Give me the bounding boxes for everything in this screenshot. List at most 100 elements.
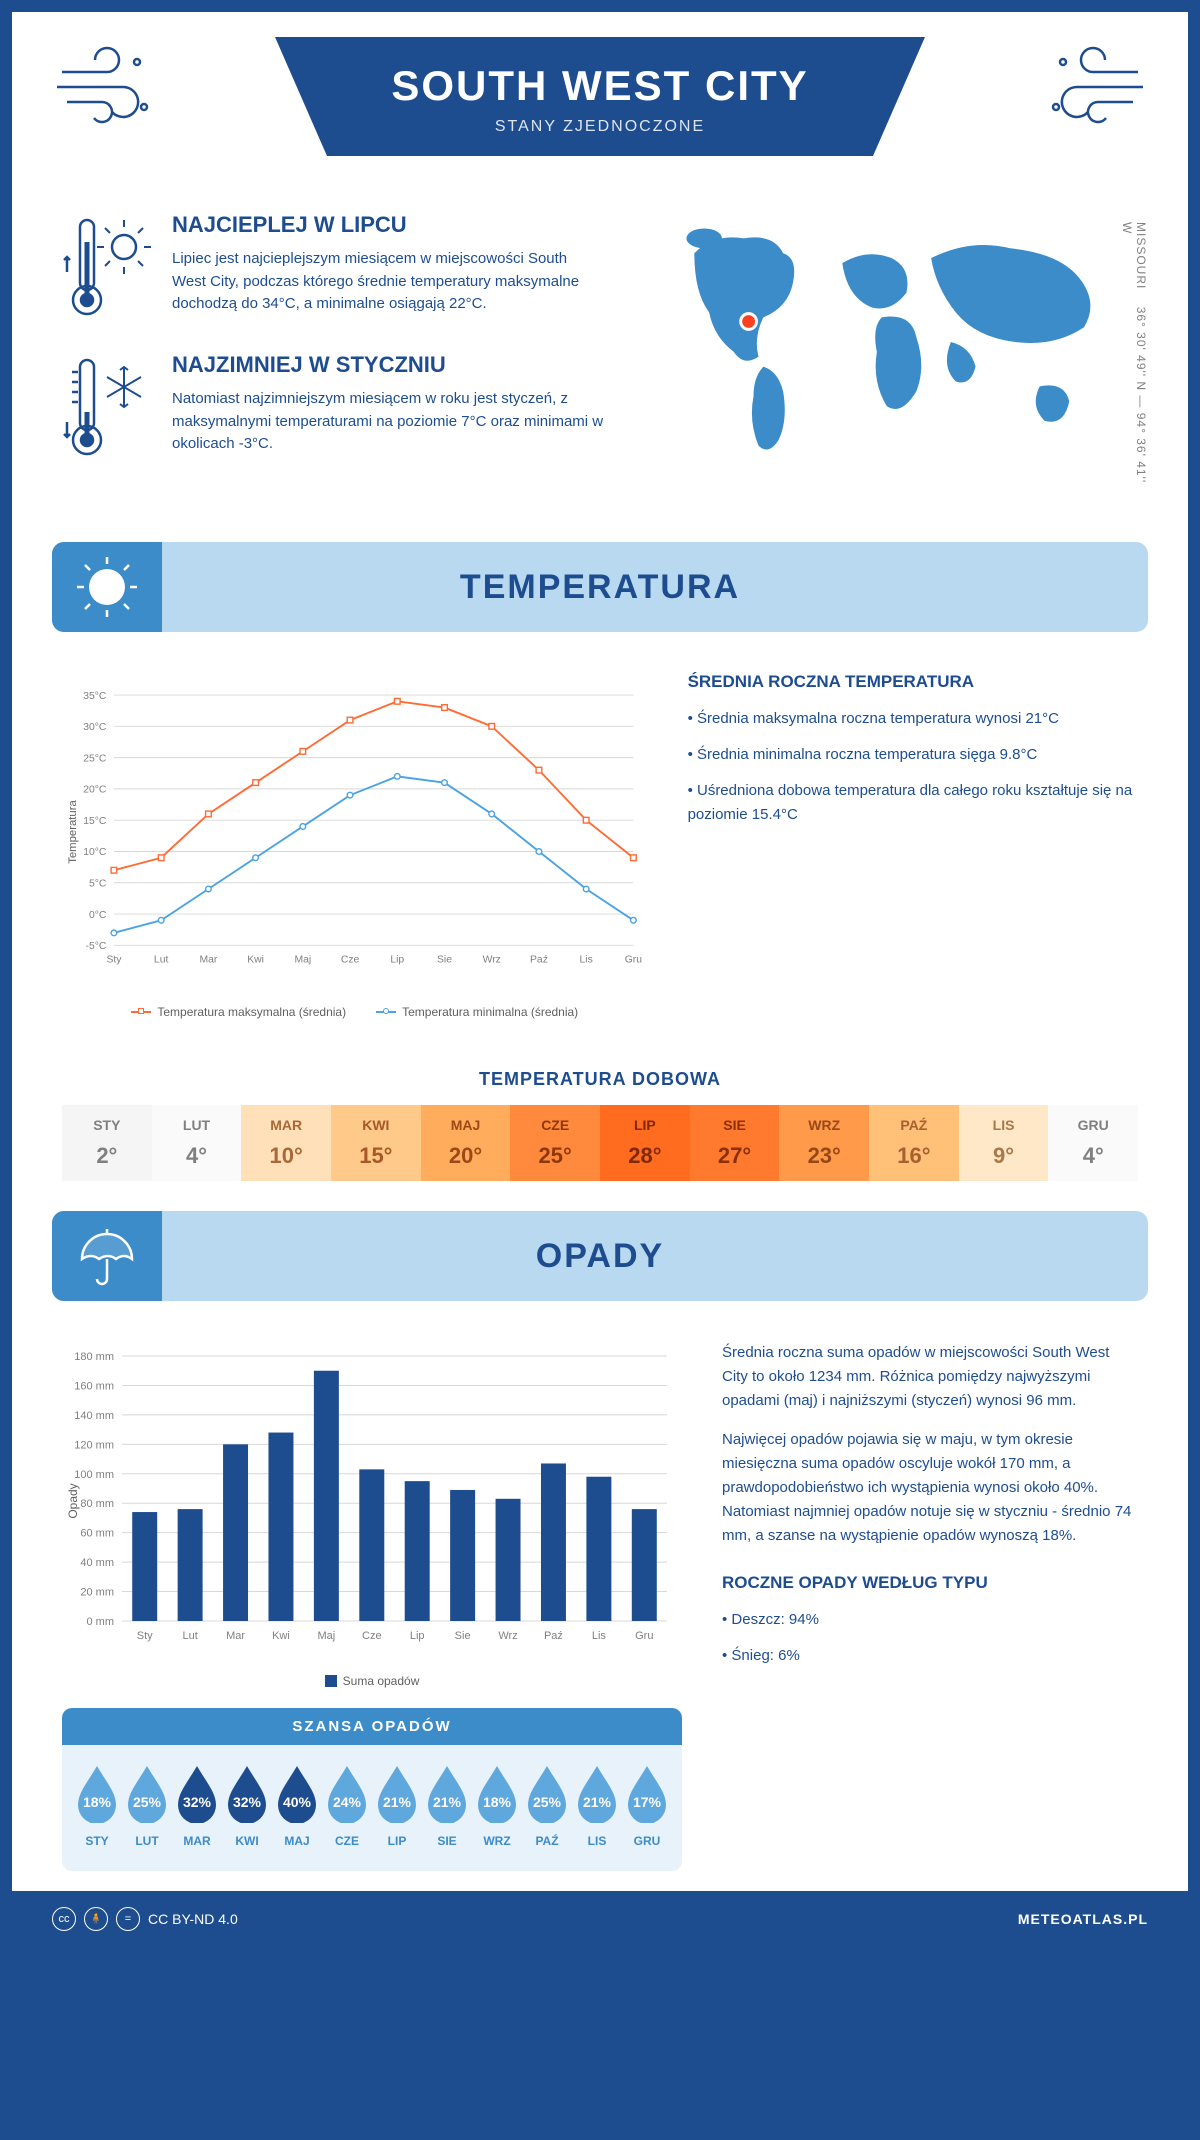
daily-cell: PAŹ16° xyxy=(869,1105,959,1181)
temp-side-title: ŚREDNIA ROCZNA TEMPERATURA xyxy=(688,672,1138,692)
svg-text:Kwi: Kwi xyxy=(247,954,264,965)
chance-drop: 18%WRZ xyxy=(472,1763,522,1848)
precip-type-item: • Śnieg: 6% xyxy=(722,1644,1138,1668)
daily-cell: LIP28° xyxy=(600,1105,690,1181)
svg-text:Temperatura: Temperatura xyxy=(67,800,79,864)
location-marker xyxy=(740,314,756,330)
svg-text:24%: 24% xyxy=(333,1794,362,1810)
precip-chart-col: 0 mm20 mm40 mm60 mm80 mm100 mm120 mm140 … xyxy=(62,1341,682,1871)
nd-icon: = xyxy=(116,1907,140,1931)
svg-text:140 mm: 140 mm xyxy=(74,1410,114,1422)
svg-text:Lut: Lut xyxy=(154,954,169,965)
daily-cell: LIS9° xyxy=(959,1105,1049,1181)
umbrella-badge xyxy=(52,1211,162,1301)
wind-icon-right xyxy=(1028,37,1148,137)
svg-text:18%: 18% xyxy=(83,1794,112,1810)
svg-text:Sie: Sie xyxy=(437,954,452,965)
chance-title: SZANSA OPADÓW xyxy=(62,1708,682,1745)
svg-text:15°C: 15°C xyxy=(83,816,107,827)
svg-text:5°C: 5°C xyxy=(89,879,107,890)
precip-legend: Suma opadów xyxy=(62,1674,682,1688)
svg-text:21%: 21% xyxy=(383,1794,412,1810)
svg-text:Mar: Mar xyxy=(199,954,217,965)
svg-text:0 mm: 0 mm xyxy=(87,1616,115,1628)
svg-text:32%: 32% xyxy=(233,1794,262,1810)
svg-text:Maj: Maj xyxy=(318,1630,336,1642)
svg-text:20 mm: 20 mm xyxy=(80,1587,114,1599)
svg-text:100 mm: 100 mm xyxy=(74,1469,114,1481)
daily-cell: LUT4° xyxy=(152,1105,242,1181)
chance-drop: 21%LIS xyxy=(572,1763,622,1848)
legend-item: Temperatura maksymalna (średnia) xyxy=(131,1005,346,1019)
daily-cell: MAJ20° xyxy=(421,1105,511,1181)
svg-text:Maj: Maj xyxy=(294,954,311,965)
license-text: CC BY-ND 4.0 xyxy=(148,1911,238,1927)
temperature-header: TEMPERATURA xyxy=(52,542,1148,632)
coordinates: MISSOURI 36° 30' 49'' N — 94° 36' 41'' W xyxy=(1120,222,1148,492)
svg-text:Lip: Lip xyxy=(410,1630,425,1642)
precipitation-content: 0 mm20 mm40 mm60 mm80 mm100 mm120 mm140 … xyxy=(12,1321,1188,1891)
svg-text:180 mm: 180 mm xyxy=(74,1351,114,1363)
daily-cell: KWI15° xyxy=(331,1105,421,1181)
footer: cc 🧍 = CC BY-ND 4.0 METEOATLAS.PL xyxy=(12,1891,1188,1946)
title-banner: SOUTH WEST CITY STANY ZJEDNOCZONE xyxy=(275,37,925,156)
daily-cell: MAR10° xyxy=(241,1105,331,1181)
temperature-title: TEMPERATURA xyxy=(460,568,740,607)
fact-coldest: NAJZIMNIEJ W STYCZNIU Natomiast najzimni… xyxy=(62,352,605,462)
daily-cell: GRU4° xyxy=(1048,1105,1138,1181)
svg-text:Lip: Lip xyxy=(390,954,404,965)
svg-text:Lis: Lis xyxy=(580,954,593,965)
svg-text:Wrz: Wrz xyxy=(483,954,501,965)
legend-item: Suma opadów xyxy=(325,1674,420,1688)
world-map xyxy=(645,212,1138,472)
svg-text:60 mm: 60 mm xyxy=(80,1528,114,1540)
temp-bullet: • Średnia maksymalna roczna temperatura … xyxy=(688,707,1138,731)
svg-text:20°C: 20°C xyxy=(83,785,107,796)
chance-drops: 18%STY25%LUT32%MAR32%KWI40%MAJ24%CZE21%L… xyxy=(62,1745,682,1856)
svg-text:80 mm: 80 mm xyxy=(80,1498,114,1510)
precipitation-title: OPADY xyxy=(536,1237,664,1276)
daily-cell: CZE25° xyxy=(510,1105,600,1181)
chance-box: SZANSA OPADÓW 18%STY25%LUT32%MAR32%KWI40… xyxy=(62,1708,682,1871)
svg-text:Sie: Sie xyxy=(455,1630,471,1642)
sun-badge xyxy=(52,542,162,632)
site-name: METEOATLAS.PL xyxy=(1018,1911,1148,1927)
chance-drop: 25%PAŹ xyxy=(522,1763,572,1848)
svg-text:Sty: Sty xyxy=(137,1630,153,1642)
daily-temp-row: STY2°LUT4°MAR10°KWI15°MAJ20°CZE25°LIP28°… xyxy=(62,1105,1138,1181)
by-icon: 🧍 xyxy=(84,1907,108,1931)
precip-text-col: Średnia roczna suma opadów w miejscowośc… xyxy=(722,1341,1138,1871)
daily-temp-title: TEMPERATURA DOBOWA xyxy=(12,1069,1188,1090)
svg-text:21%: 21% xyxy=(433,1794,462,1810)
city-title: SOUTH WEST CITY xyxy=(335,62,865,110)
chance-drop: 21%LIP xyxy=(372,1763,422,1848)
daily-cell: WRZ23° xyxy=(779,1105,869,1181)
chance-drop: 17%GRU xyxy=(622,1763,672,1848)
license-block: cc 🧍 = CC BY-ND 4.0 xyxy=(52,1907,238,1931)
intro-section: NAJCIEPLEJ W LIPCU Lipiec jest najcieple… xyxy=(12,192,1188,522)
temp-chart-col: -5°C0°C5°C10°C15°C20°C25°C30°C35°CStyLut… xyxy=(62,672,648,1019)
svg-text:Wrz: Wrz xyxy=(498,1630,517,1642)
svg-text:120 mm: 120 mm xyxy=(74,1439,114,1451)
chance-drop: 32%KWI xyxy=(222,1763,272,1848)
country-subtitle: STANY ZJEDNOCZONE xyxy=(335,118,865,136)
precip-p2: Najwięcej opadów pojawia się w maju, w t… xyxy=(722,1428,1138,1548)
chance-drop: 32%MAR xyxy=(172,1763,222,1848)
page: SOUTH WEST CITY STANY ZJEDNOCZONE xyxy=(0,0,1200,1958)
chance-drop: 18%STY xyxy=(72,1763,122,1848)
svg-text:Sty: Sty xyxy=(106,954,122,965)
svg-text:40%: 40% xyxy=(283,1794,312,1810)
precip-type-title: ROCZNE OPADY WEDŁUG TYPU xyxy=(722,1573,1138,1593)
temp-text-col: ŚREDNIA ROCZNA TEMPERATURA • Średnia mak… xyxy=(688,672,1138,1019)
map-container: MISSOURI 36° 30' 49'' N — 94° 36' 41'' W xyxy=(645,212,1138,492)
svg-text:Cze: Cze xyxy=(362,1630,382,1642)
chance-drop: 24%CZE xyxy=(322,1763,372,1848)
sun-icon xyxy=(72,552,142,622)
region-label: MISSOURI xyxy=(1134,222,1148,289)
chance-drop: 40%MAJ xyxy=(272,1763,322,1848)
precipitation-bar-chart: 0 mm20 mm40 mm60 mm80 mm100 mm120 mm140 … xyxy=(62,1341,682,1661)
wind-icon-left xyxy=(52,37,172,137)
precipitation-header: OPADY xyxy=(52,1211,1148,1301)
fact-hot-body: Lipiec jest najcieplejszym miesiącem w m… xyxy=(172,248,605,316)
svg-text:Lis: Lis xyxy=(592,1630,607,1642)
